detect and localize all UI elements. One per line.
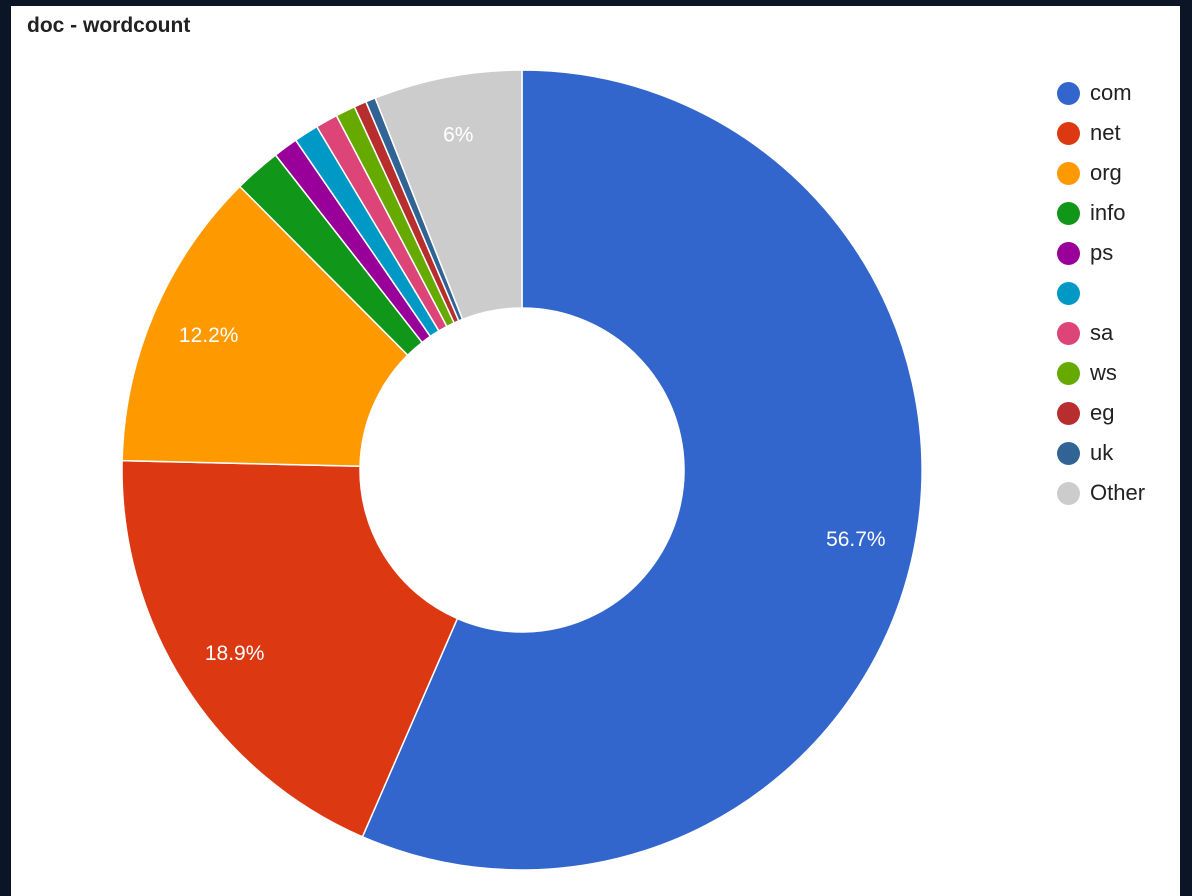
legend-item-org[interactable]: org: [1057, 153, 1145, 193]
slice-com[interactable]: [361, 69, 923, 871]
legend-label: ws: [1090, 360, 1117, 385]
donut-chart: 56.7% 18.9% 12.2% 6%: [121, 69, 923, 871]
legend-swatch: [1057, 161, 1080, 185]
legend-label: uk: [1090, 440, 1114, 465]
legend-swatch: [1057, 361, 1080, 385]
legend-item-ws[interactable]: ws: [1057, 353, 1145, 393]
legend-label: eg: [1090, 400, 1115, 425]
legend-item-com[interactable]: com: [1057, 73, 1145, 113]
slice-label-other: 6%: [443, 124, 473, 147]
slice-label-net: 18.9%: [205, 642, 265, 665]
legend-swatch: [1057, 321, 1080, 345]
chart-panel: doc - wordcount 56.7% 18.9% 12.2% 6% com net…: [11, 6, 1180, 896]
legend-swatch: [1057, 121, 1080, 145]
legend-item-unlabeled-5[interactable]: [1057, 273, 1145, 313]
slice-net[interactable]: [121, 459, 459, 838]
legend-swatch: [1057, 81, 1080, 105]
legend-swatch: [1057, 281, 1080, 305]
chart-title: doc - wordcount: [27, 14, 191, 37]
legend-item-other[interactable]: Other: [1057, 473, 1145, 513]
legend-label: net: [1090, 120, 1121, 145]
slice-label-org: 12.2%: [179, 324, 239, 347]
legend-label: sa: [1090, 320, 1114, 345]
slice-org[interactable]: [121, 185, 409, 467]
legend-swatch: [1057, 201, 1080, 225]
legend-label: Other: [1090, 480, 1146, 505]
legend-swatch: [1057, 241, 1080, 265]
legend-label: com: [1090, 80, 1132, 105]
legend-item-sa[interactable]: sa: [1057, 313, 1145, 353]
legend-item-info[interactable]: info: [1057, 193, 1145, 233]
legend-item-eg[interactable]: eg: [1057, 393, 1145, 433]
slice-other[interactable]: [374, 69, 523, 321]
legend-label: org: [1090, 160, 1122, 185]
legend-item-ps[interactable]: ps: [1057, 233, 1145, 273]
legend-swatch: [1057, 481, 1080, 505]
legend-label: ps: [1090, 240, 1114, 265]
legend-item-uk[interactable]: uk: [1057, 433, 1145, 473]
legend-swatch: [1057, 401, 1080, 425]
legend-swatch: [1057, 441, 1080, 465]
legend-label: info: [1090, 200, 1126, 225]
legend-item-net[interactable]: net: [1057, 113, 1145, 153]
slice-label-com: 56.7%: [826, 528, 886, 551]
chart-legend: com net org info ps sa ws eg uk Other: [1057, 73, 1145, 513]
